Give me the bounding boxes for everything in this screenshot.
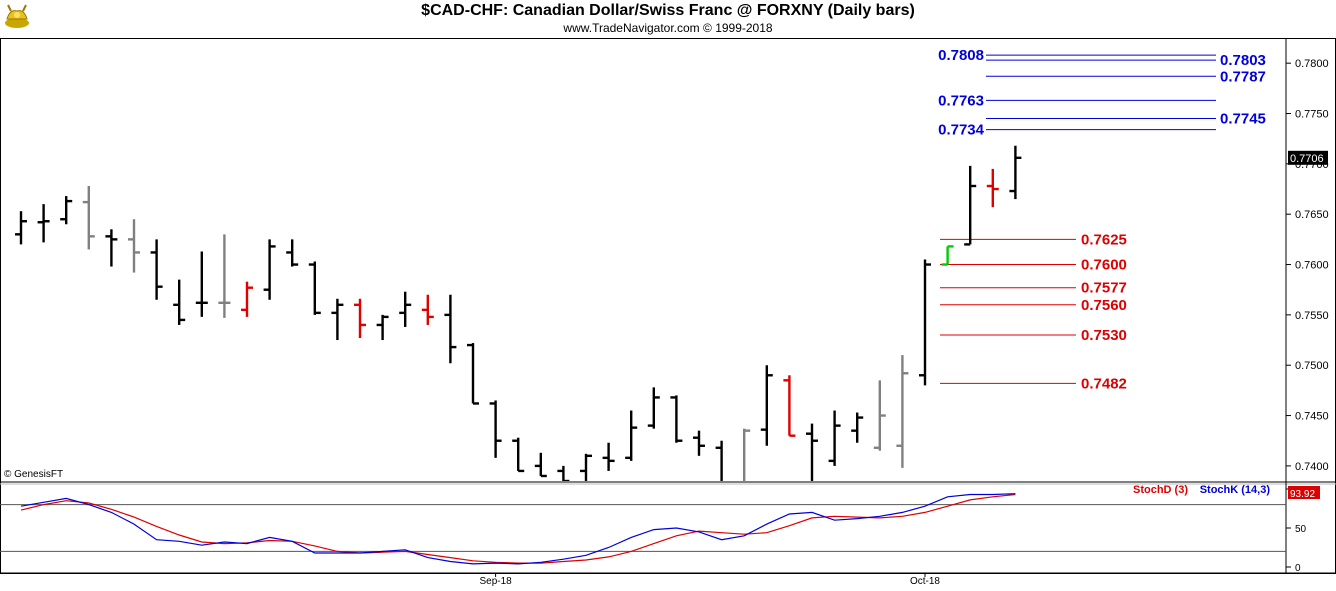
x-tick-label: Oct-18	[910, 576, 940, 587]
level-label: 0.7577	[1081, 280, 1127, 297]
last-price-badge	[1288, 150, 1328, 165]
x-tick-label: Sep-18	[479, 576, 512, 587]
level-label: 0.7560	[1081, 297, 1127, 314]
stoch-last-badge	[1288, 486, 1320, 499]
level-label: 0.7734	[938, 122, 985, 139]
y-tick-label: 0.7650	[1295, 209, 1329, 221]
level-label: 0.7625	[1081, 231, 1127, 248]
stoch-series-line	[20, 493, 1016, 565]
golden-bull-logo-icon	[5, 4, 29, 28]
y-tick-label: 0.7550	[1295, 310, 1329, 322]
level-label: 0.7745	[1220, 111, 1266, 128]
y-tick-label: 0.7500	[1295, 360, 1329, 372]
copyright-label: © GenesisFT	[4, 469, 64, 480]
stoch-legend-k: StochK (14,3)	[1200, 484, 1271, 496]
last-price-label: 0.7706	[1290, 153, 1324, 165]
y-tick-label: 0.7800	[1295, 58, 1329, 70]
y-tick-label: 0.7600	[1295, 260, 1329, 272]
level-label: 0.7482	[1081, 375, 1127, 392]
level-label: 0.7600	[1081, 257, 1127, 274]
y-tick-label: 0.7450	[1295, 411, 1329, 423]
level-label: 0.7530	[1081, 327, 1127, 344]
stoch-last-label: 93.92	[1290, 489, 1315, 500]
stoch-series-line	[20, 493, 1016, 564]
y-tick-label: 0.7750	[1295, 109, 1329, 121]
stoch-y-tick-label: 50	[1295, 524, 1307, 535]
level-label: 0.7787	[1220, 68, 1266, 85]
stoch-y-tick-label: 0	[1295, 563, 1301, 574]
y-tick-label: 0.7400	[1295, 461, 1329, 473]
level-label: 0.7763	[938, 92, 984, 109]
stoch-legend-d: StochD (3)	[1133, 484, 1188, 496]
level-label: 0.7808	[938, 47, 984, 64]
ohlc-bars	[15, 145, 1022, 481]
chart-subtitle: www.TradeNavigator.com © 1999-2018	[563, 21, 773, 35]
level-label: 0.7803	[1220, 52, 1266, 69]
chart-title: $CAD-CHF: Canadian Dollar/Swiss Franc @ …	[421, 2, 915, 19]
